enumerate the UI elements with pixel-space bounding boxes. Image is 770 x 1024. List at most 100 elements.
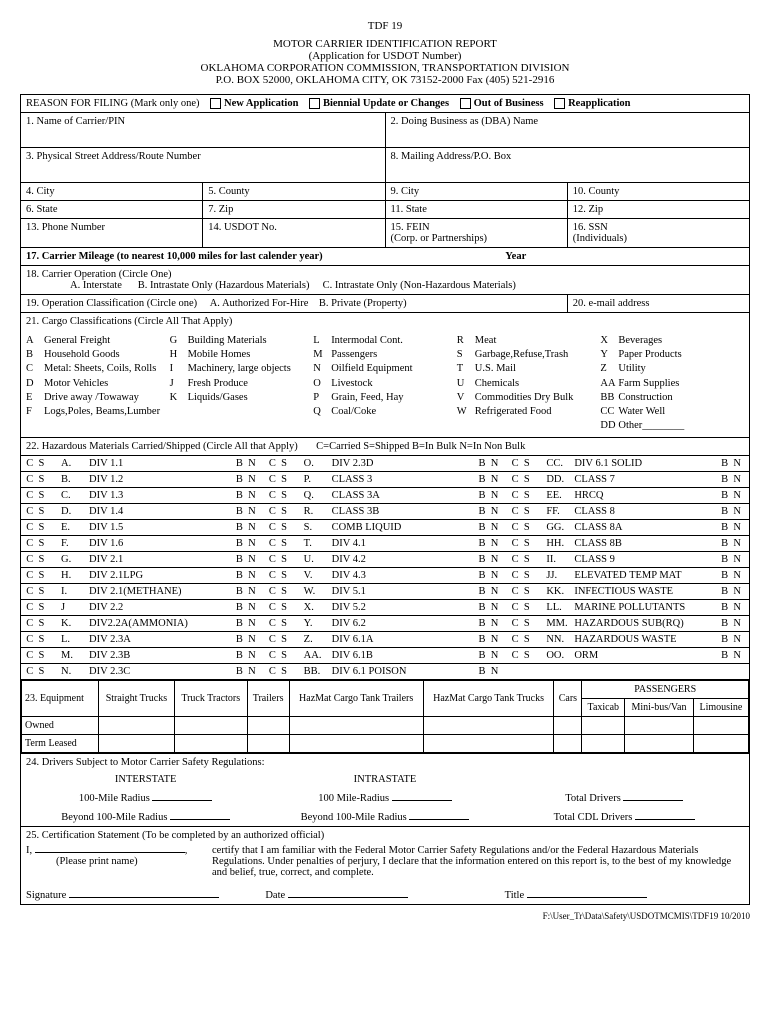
hazmat-cell[interactable]: C SAA.DIV 6.1BB N bbox=[264, 650, 507, 661]
hazmat-cell[interactable]: C SL.DIV 2.3AB N bbox=[21, 634, 264, 645]
blank-intrastate-100[interactable] bbox=[392, 800, 452, 801]
field-city[interactable]: 4. City bbox=[21, 183, 203, 201]
hazmat-cell[interactable]: C SH.DIV 2.1LPGB N bbox=[21, 570, 264, 581]
field-carrier-operation[interactable]: 18. Carrier Operation (Circle One) A. In… bbox=[21, 266, 750, 295]
cargo-item[interactable]: EDrive away /Towaway bbox=[26, 391, 170, 405]
cargo-item[interactable]: YPaper Products bbox=[600, 348, 744, 362]
hazmat-cell[interactable]: C SI.DIV 2.1(METHANE)B N bbox=[21, 586, 264, 597]
hazmat-cell[interactable]: C SQ.CLASS 3AB N bbox=[264, 490, 507, 501]
hazmat-cell[interactable]: C SO.DIV 2.3DB N bbox=[264, 458, 507, 469]
field-mileage[interactable]: 17. Carrier Mileage (to nearest 10,000 m… bbox=[21, 248, 750, 266]
cargo-item[interactable]: SGarbage,Refuse,Trash bbox=[457, 348, 601, 362]
hazmat-cell[interactable]: C SP.CLASS 3B N bbox=[264, 474, 507, 485]
blank-total-drivers[interactable] bbox=[623, 800, 683, 801]
cargo-item[interactable]: MPassengers bbox=[313, 348, 457, 362]
cargo-item[interactable]: FLogs,Poles, Beams,Lumber bbox=[26, 405, 170, 419]
cargo-item[interactable]: QCoal/Coke bbox=[313, 405, 457, 419]
field-phone[interactable]: 13. Phone Number bbox=[21, 219, 203, 248]
cargo-item[interactable]: DDOther________ bbox=[600, 419, 744, 433]
cargo-item[interactable]: VCommodities Dry Bulk bbox=[457, 391, 601, 405]
cargo-item[interactable]: JFresh Produce bbox=[170, 377, 314, 391]
cargo-item[interactable]: AGeneral Freight bbox=[26, 334, 170, 348]
checkbox-biennial[interactable] bbox=[309, 98, 320, 109]
cargo-item[interactable]: NOilfield Equipment bbox=[313, 362, 457, 376]
field-mail-zip[interactable]: 12. Zip bbox=[567, 201, 749, 219]
hazmat-cell[interactable]: C SC.DIV 1.3B N bbox=[21, 490, 264, 501]
hazmat-cell[interactable]: C SK.DIV2.2A(AMMONIA)B N bbox=[21, 618, 264, 629]
field-email[interactable]: 20. e-mail address bbox=[567, 295, 749, 313]
hazmat-cell[interactable]: C SJDIV 2.2B N bbox=[21, 602, 264, 613]
hazmat-cell[interactable]: C SG.DIV 2.1B N bbox=[21, 554, 264, 565]
cargo-item[interactable]: XBeverages bbox=[600, 334, 744, 348]
blank-intrastate-beyond[interactable] bbox=[409, 819, 469, 820]
hazmat-cell[interactable]: C SN.DIV 2.3CB N bbox=[21, 666, 264, 677]
cargo-item[interactable]: AAFarm Supplies bbox=[600, 377, 744, 391]
hazmat-cell[interactable]: C SCC.DIV 6.1 SOLIDB N bbox=[506, 458, 749, 469]
hazmat-cell[interactable]: C SA.DIV 1.1B N bbox=[21, 458, 264, 469]
cargo-item[interactable]: RMeat bbox=[457, 334, 601, 348]
blank-total-cdl[interactable] bbox=[635, 819, 695, 820]
hazmat-cell[interactable]: C SW.DIV 5.1B N bbox=[264, 586, 507, 597]
hazmat-cell[interactable]: C SM.DIV 2.3BB N bbox=[21, 650, 264, 661]
hazmat-cell[interactable]: C SKK.INFECTIOUS WASTEB N bbox=[506, 586, 749, 597]
hazmat-cell[interactable]: C SB.DIV 1.2B N bbox=[21, 474, 264, 485]
checkbox-out-of-business[interactable] bbox=[460, 98, 471, 109]
blank-interstate-beyond[interactable] bbox=[170, 819, 230, 820]
hazmat-cell[interactable]: C SD.DIV 1.4B N bbox=[21, 506, 264, 517]
hazmat-cell[interactable]: C SV.DIV 4.3B N bbox=[264, 570, 507, 581]
cargo-item[interactable]: IMachinery, large objects bbox=[170, 362, 314, 376]
field-county[interactable]: 5. County bbox=[203, 183, 385, 201]
hazmat-cell[interactable]: C SU.DIV 4.2B N bbox=[264, 554, 507, 565]
hazmat-cell[interactable]: C SX.DIV 5.2B N bbox=[264, 602, 507, 613]
cargo-item[interactable]: PGrain, Feed, Hay bbox=[313, 391, 457, 405]
hazmat-cell[interactable]: C SFF.CLASS 8B N bbox=[506, 506, 749, 517]
hazmat-cell[interactable]: C SHH.CLASS 8BB N bbox=[506, 538, 749, 549]
field-state[interactable]: 6. State bbox=[21, 201, 203, 219]
cargo-item[interactable]: CMetal: Sheets, Coils, Rolls bbox=[26, 362, 170, 376]
cargo-item[interactable]: BHousehold Goods bbox=[26, 348, 170, 362]
hazmat-cell[interactable]: C SR.CLASS 3BB N bbox=[264, 506, 507, 517]
blank-interstate-100[interactable] bbox=[152, 800, 212, 801]
hazmat-cell[interactable]: C ST.DIV 4.1B N bbox=[264, 538, 507, 549]
hazmat-cell[interactable]: C SGG.CLASS 8AB N bbox=[506, 522, 749, 533]
blank-date[interactable] bbox=[288, 897, 408, 898]
field-op-classification[interactable]: 19. Operation Classification (Circle one… bbox=[21, 295, 568, 313]
field-carrier-name[interactable]: 1. Name of Carrier/PIN bbox=[21, 113, 386, 148]
field-zip[interactable]: 7. Zip bbox=[203, 201, 385, 219]
field-mail-county[interactable]: 10. County bbox=[567, 183, 749, 201]
hazmat-cell[interactable]: C SF.DIV 1.6B N bbox=[21, 538, 264, 549]
cargo-item[interactable]: KLiquids/Gases bbox=[170, 391, 314, 405]
hazmat-cell[interactable]: C SEE.HRCQB N bbox=[506, 490, 749, 501]
checkbox-new-app[interactable] bbox=[210, 98, 221, 109]
field-dba-name[interactable]: 2. Doing Business as (DBA) Name bbox=[385, 113, 750, 148]
hazmat-cell[interactable]: C SBB.DIV 6.1 POISONB N bbox=[264, 666, 507, 677]
cargo-item[interactable]: LIntermodal Cont. bbox=[313, 334, 457, 348]
blank-signature[interactable] bbox=[69, 897, 219, 898]
field-fein[interactable]: 15. FEIN(Corp. or Partnerships) bbox=[385, 219, 567, 248]
field-mail-city[interactable]: 9. City bbox=[385, 183, 567, 201]
hazmat-cell[interactable]: C SII.CLASS 9B N bbox=[506, 554, 749, 565]
cargo-item[interactable]: DMotor Vehicles bbox=[26, 377, 170, 391]
cargo-item[interactable]: UChemicals bbox=[457, 377, 601, 391]
cargo-item[interactable]: BBConstruction bbox=[600, 391, 744, 405]
hazmat-cell[interactable]: C SJJ.ELEVATED TEMP MATB N bbox=[506, 570, 749, 581]
hazmat-cell[interactable]: C SNN.HAZARDOUS WASTEB N bbox=[506, 634, 749, 645]
hazmat-cell[interactable]: C SE.DIV 1.5B N bbox=[21, 522, 264, 533]
hazmat-cell[interactable]: C SDD.CLASS 7B N bbox=[506, 474, 749, 485]
hazmat-cell[interactable]: C SOO.ORMB N bbox=[506, 650, 749, 661]
hazmat-cell[interactable]: C SZ.DIV 6.1AB N bbox=[264, 634, 507, 645]
field-mail-state[interactable]: 11. State bbox=[385, 201, 567, 219]
field-mailing-address[interactable]: 8. Mailing Address/P.O. Box bbox=[385, 148, 750, 183]
cargo-item[interactable]: TU.S. Mail bbox=[457, 362, 601, 376]
hazmat-cell[interactable] bbox=[506, 666, 749, 677]
cargo-item[interactable]: GBuilding Materials bbox=[170, 334, 314, 348]
field-ssn[interactable]: 16. SSN(Individuals) bbox=[567, 219, 749, 248]
blank-print-name[interactable] bbox=[35, 852, 185, 853]
hazmat-cell[interactable]: C SLL.MARINE POLLUTANTSB N bbox=[506, 602, 749, 613]
field-usdot[interactable]: 14. USDOT No. bbox=[203, 219, 385, 248]
cargo-item[interactable]: OLivestock bbox=[313, 377, 457, 391]
cargo-item[interactable]: HMobile Homes bbox=[170, 348, 314, 362]
checkbox-reapplication[interactable] bbox=[554, 98, 565, 109]
field-street-address[interactable]: 3. Physical Street Address/Route Number bbox=[21, 148, 386, 183]
hazmat-cell[interactable]: C SY.DIV 6.2B N bbox=[264, 618, 507, 629]
